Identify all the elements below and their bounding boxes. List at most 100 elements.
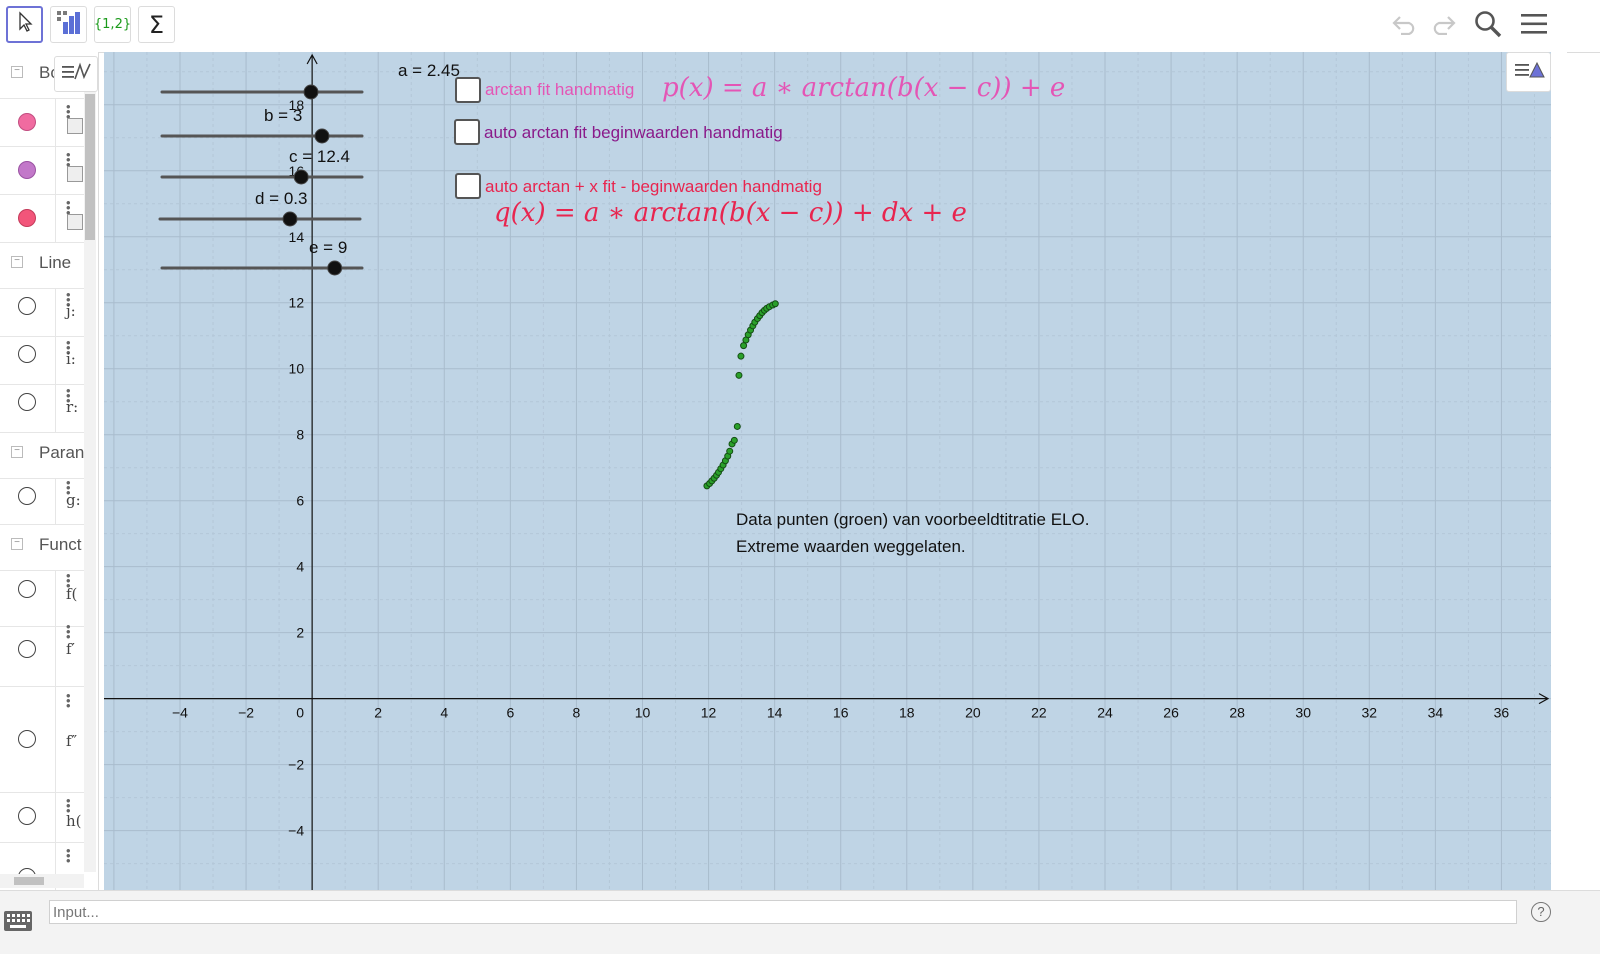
more-options-icon[interactable]: • • • [66, 568, 71, 593]
slider-a-label: a = 2.45 [398, 61, 460, 80]
more-options-icon[interactable]: • • • [66, 793, 71, 818]
more-options-icon[interactable]: • • • [66, 99, 71, 124]
move-tool-button[interactable] [6, 6, 43, 43]
y-tick-label: 6 [296, 493, 304, 509]
slider-knob[interactable] [282, 211, 298, 227]
more-options-icon[interactable]: • • • [66, 147, 71, 172]
search-button[interactable] [1472, 10, 1504, 42]
y-tick-label: 8 [296, 427, 304, 443]
algebra-item[interactable]: • • • j: [0, 288, 84, 337]
slider-knob[interactable] [314, 128, 330, 144]
x-tick-label: 12 [701, 705, 717, 721]
visibility-toggle[interactable] [18, 487, 36, 505]
visibility-toggle[interactable] [18, 113, 36, 131]
x-tick-label: 32 [1362, 705, 1378, 721]
visibility-toggle[interactable] [18, 730, 36, 748]
item-label: g: [66, 491, 81, 509]
slider-knob[interactable] [293, 169, 309, 185]
more-options-icon[interactable]: • • • [66, 335, 71, 360]
list-tool-label: {1,2} [93, 17, 132, 32]
x-tick-label: 36 [1494, 705, 1510, 721]
more-options-icon[interactable]: • • • [66, 619, 71, 644]
more-options-icon[interactable]: • • • [66, 688, 71, 713]
checkbox-icon [67, 118, 83, 134]
algebra-item[interactable]: • • • [0, 98, 84, 147]
algebra-item[interactable]: • • • r: [0, 384, 84, 433]
scrollbar-thumb[interactable] [14, 877, 44, 885]
slider-knob[interactable] [327, 260, 343, 276]
list-tool-button[interactable]: {1,2} [94, 6, 131, 43]
sum-tool-button[interactable]: Σ [138, 6, 175, 43]
data-point[interactable] [737, 352, 745, 360]
item-label: j: [66, 302, 76, 320]
algebra-group-functions[interactable]: − Funct [0, 524, 84, 571]
input-field[interactable] [49, 900, 1517, 924]
checkbox-arctan-fit-handmatig[interactable] [455, 77, 481, 103]
data-point[interactable] [735, 371, 743, 379]
graphics-vertical-scrollbar[interactable] [1551, 52, 1567, 890]
slider-b-label: b = 3 [264, 106, 303, 125]
graphics-style-toggle-button[interactable] [54, 56, 98, 92]
collapse-icon[interactable]: − [11, 538, 23, 550]
keyboard-button[interactable] [4, 911, 32, 931]
algebra-item[interactable]: • • • f( [0, 568, 84, 627]
more-options-icon[interactable]: • • • [66, 383, 71, 408]
algebra-item[interactable]: • • • f′ [0, 619, 84, 687]
visibility-toggle[interactable] [18, 807, 36, 825]
checkbox-label-auto-arctan-x: auto arctan + x fit - beginwaarden handm… [485, 177, 822, 196]
data-point[interactable] [726, 447, 734, 455]
visibility-toggle[interactable] [18, 161, 36, 179]
more-options-icon[interactable]: • • • [66, 195, 71, 220]
more-options-icon[interactable]: • • • [66, 475, 71, 500]
item-label: f′ [66, 640, 75, 658]
main-menu-button[interactable] [1518, 10, 1550, 42]
y-tick-label: −4 [288, 823, 304, 839]
redo-button[interactable] [1426, 10, 1458, 42]
x-tick-label: 34 [1428, 705, 1444, 721]
graphics-style-bar-button[interactable] [1506, 52, 1551, 92]
visibility-toggle[interactable] [18, 345, 36, 363]
algebra-item[interactable]: • • • h( [0, 792, 84, 843]
data-point[interactable] [740, 342, 748, 350]
data-points [703, 300, 779, 490]
checkbox-auto-arctan-x-fit[interactable] [455, 173, 481, 199]
visibility-toggle[interactable] [18, 640, 36, 658]
algebra-item[interactable]: • • • [0, 194, 84, 243]
more-options-icon[interactable]: • • • [66, 843, 71, 868]
checkbox-icon [67, 166, 83, 182]
collapse-icon[interactable]: − [11, 256, 23, 268]
checkbox-auto-arctan-fit[interactable] [454, 119, 480, 145]
visibility-toggle[interactable] [18, 209, 36, 227]
x-tick-label: 18 [899, 705, 915, 721]
y-tick-label: 18 [289, 97, 305, 113]
algebra-view: − Bo • • • • • • • • • − Line • • • j: • • • i: [0, 52, 99, 890]
x-tick-label: 16 [833, 705, 849, 721]
visibility-toggle[interactable] [18, 297, 36, 315]
algebra-group-lines[interactable]: − Line [0, 242, 84, 289]
algebra-horizontal-scrollbar[interactable] [0, 874, 84, 888]
visibility-toggle[interactable] [18, 580, 36, 598]
graphics-canvas[interactable]: −4 −2 0 2 4 6 8 10 12 14 16 18 20 22 24 26 28 30 32 34 36−4−… [104, 52, 1551, 890]
slider-knob[interactable] [303, 84, 319, 100]
collapse-icon[interactable]: − [11, 446, 23, 458]
more-options-icon[interactable]: • • • [66, 287, 71, 312]
data-point[interactable] [733, 422, 741, 430]
algebra-item[interactable]: • • • f″ [0, 686, 84, 793]
algebra-item[interactable]: • • • [0, 146, 84, 195]
undo-button[interactable] [1390, 10, 1422, 42]
help-icon[interactable]: ? [1531, 902, 1551, 922]
visibility-toggle[interactable] [18, 393, 36, 411]
algebra-group-parameters[interactable]: − Paran [0, 432, 84, 479]
search-icon [1473, 9, 1503, 44]
group-label: Paran [39, 443, 85, 462]
statistics-tool-button[interactable] [50, 6, 87, 43]
graphics-view[interactable]: −4 −2 0 2 4 6 8 10 12 14 16 18 20 22 24 26 28 30 32 34 36 −4−… [104, 52, 1551, 890]
data-point[interactable] [730, 436, 738, 444]
algebra-item[interactable]: • • • g: [0, 475, 84, 525]
data-point[interactable] [771, 300, 779, 308]
algebra-item[interactable]: • • • i: [0, 336, 84, 385]
algebra-vertical-scrollbar[interactable] [84, 92, 96, 872]
x-tick-label: 4 [440, 705, 448, 721]
scrollbar-thumb[interactable] [85, 94, 95, 240]
collapse-icon[interactable]: − [11, 66, 23, 78]
